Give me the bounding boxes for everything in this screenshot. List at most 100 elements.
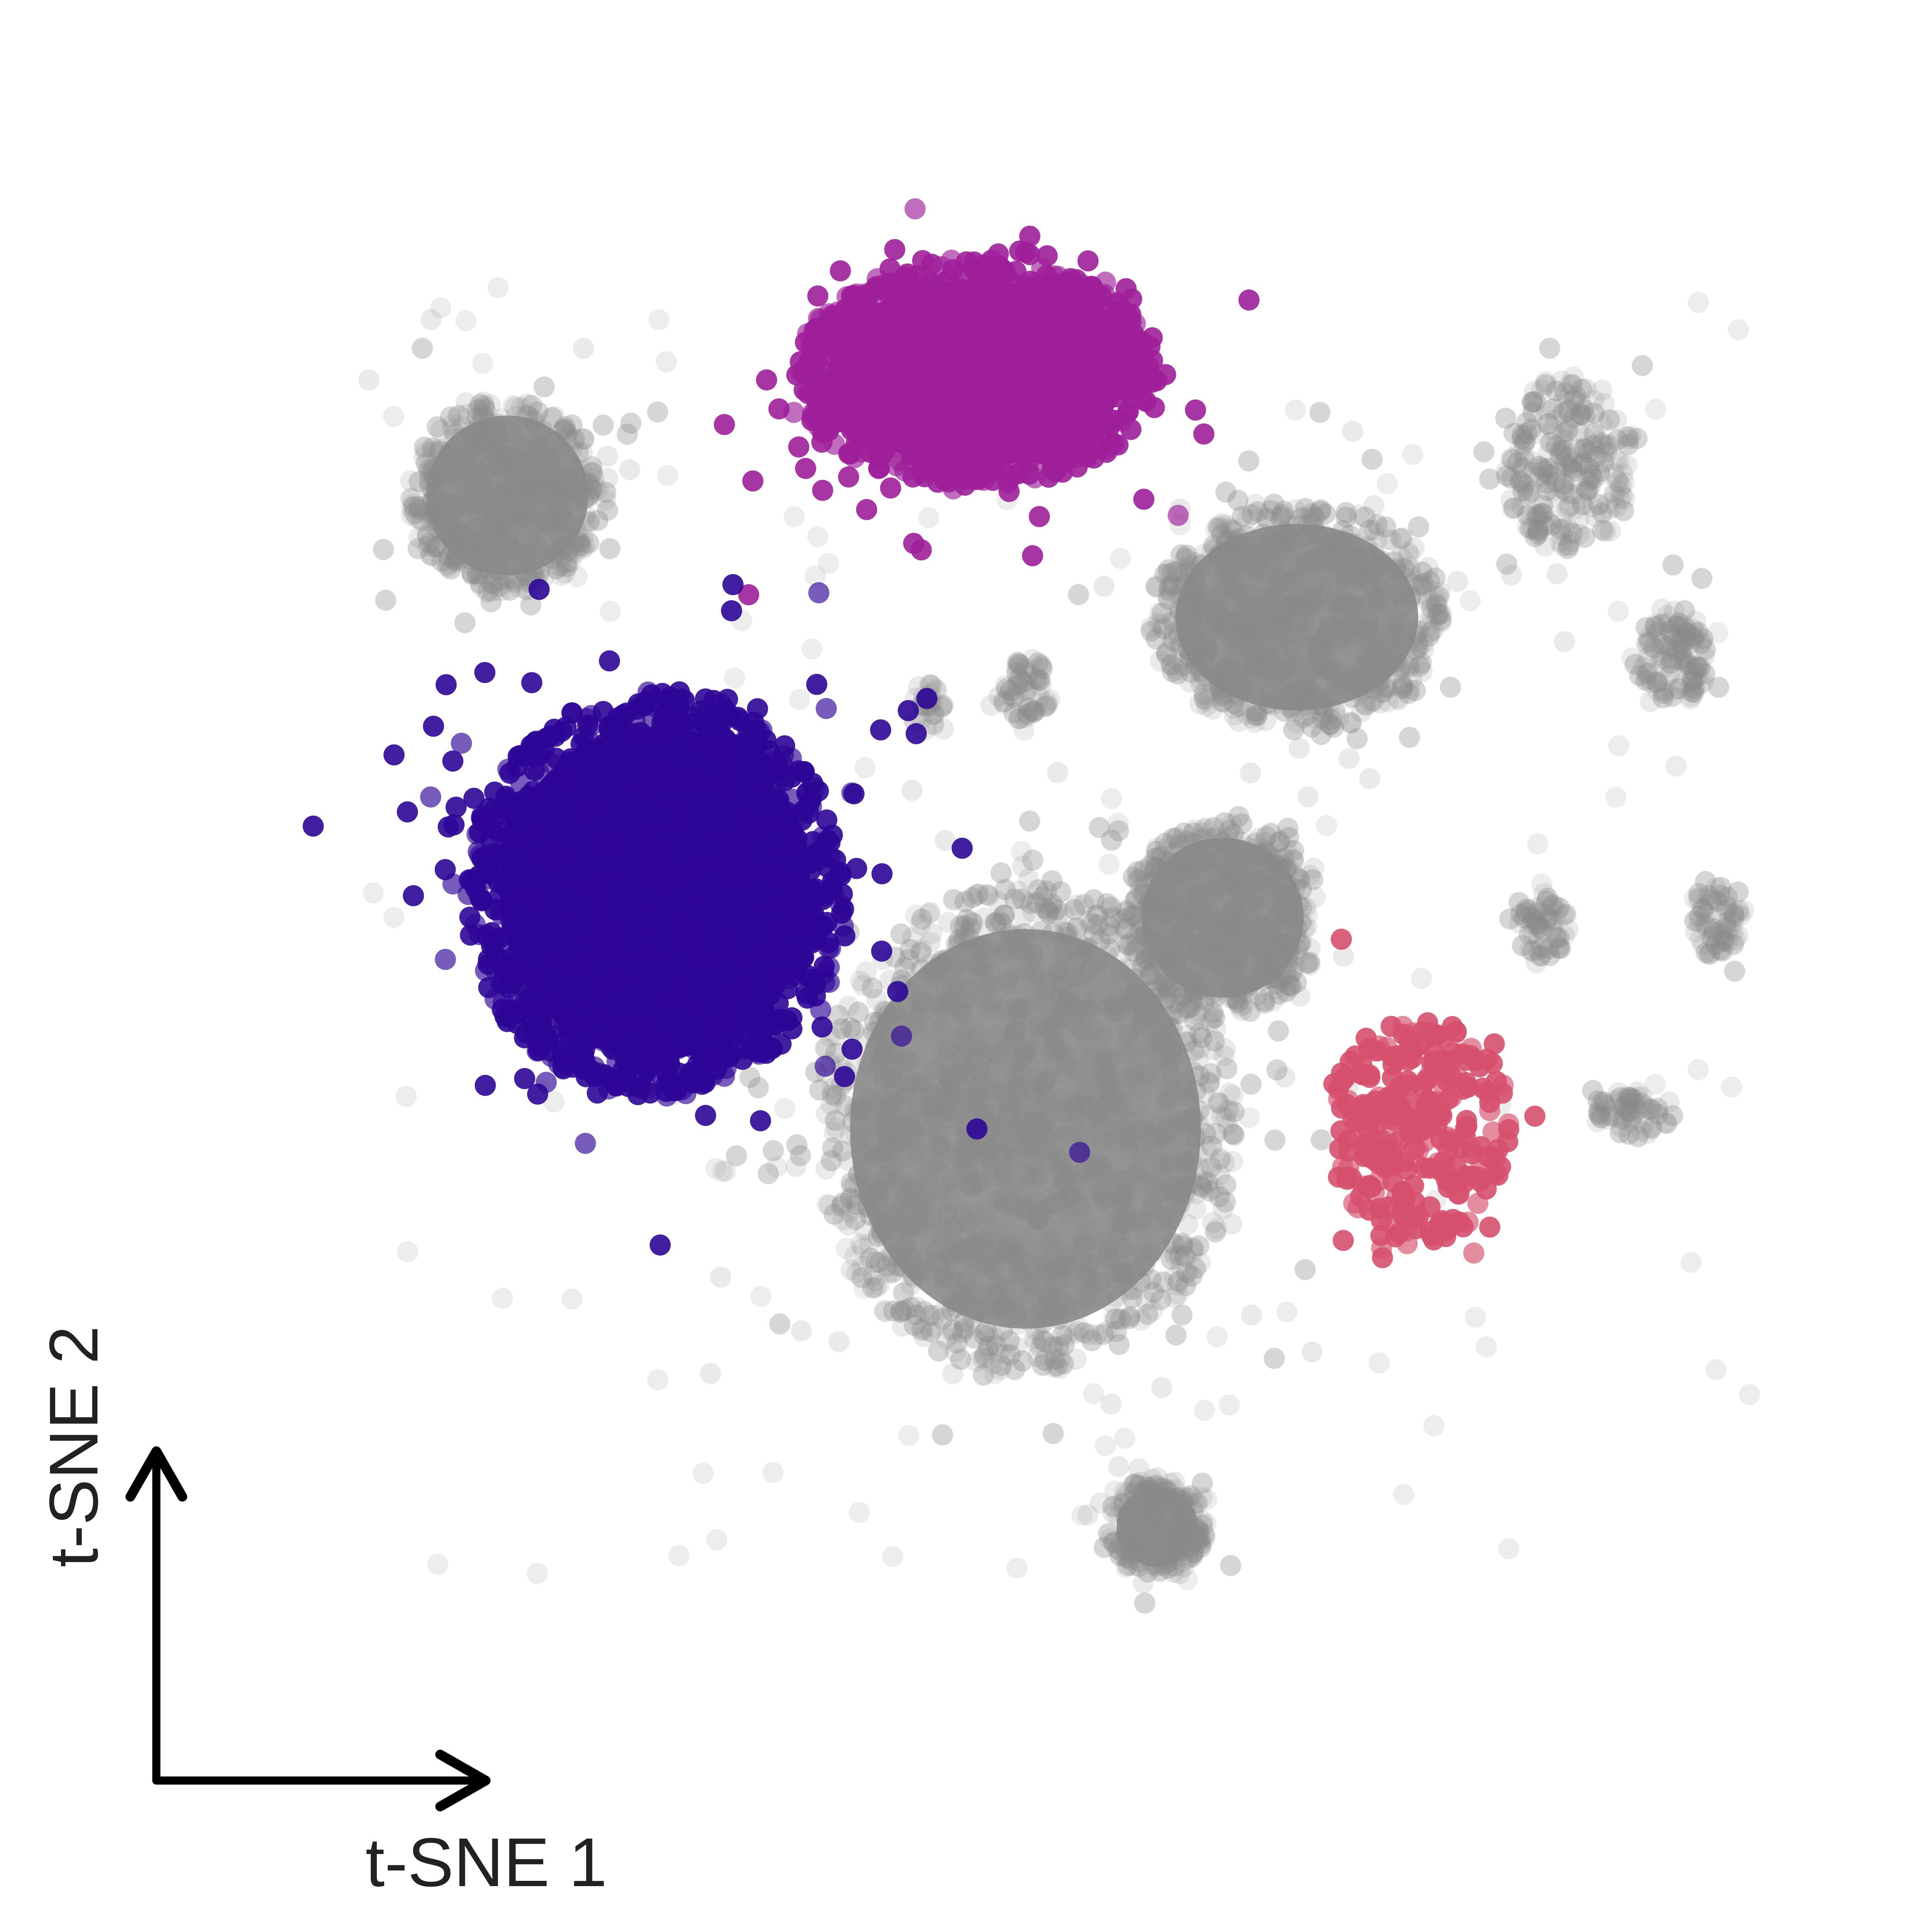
data-point: [375, 590, 396, 611]
background-point: [1527, 833, 1548, 855]
data-point: [1035, 1129, 1057, 1150]
data-point: [839, 1124, 861, 1145]
data-point: [470, 563, 492, 585]
data-point: [1663, 625, 1684, 646]
data-point: [1176, 1031, 1197, 1052]
data-point: [442, 497, 463, 519]
data-point: [556, 539, 577, 561]
data-point: [487, 428, 509, 449]
background-point: [1110, 548, 1131, 569]
data-point: [1134, 1593, 1156, 1614]
data-point: [739, 1067, 761, 1088]
background-point: [789, 689, 810, 710]
data-point: [422, 490, 444, 511]
data-point: [456, 470, 478, 491]
data-point: [1092, 960, 1114, 981]
data-point: [859, 1233, 880, 1254]
background-point: [711, 1160, 733, 1182]
data-point: [517, 494, 538, 515]
data-point: [1278, 937, 1300, 959]
data-point: [1057, 949, 1079, 970]
data-point: [513, 473, 534, 494]
data-point: [583, 468, 605, 489]
background-point: [1721, 1076, 1743, 1098]
data-point: [480, 573, 502, 594]
data-point: [540, 539, 561, 560]
data-point: [467, 413, 489, 435]
data-point: [481, 542, 503, 564]
data-point: [558, 540, 580, 562]
data-point: [573, 472, 595, 493]
data-point: [543, 431, 564, 453]
data-point: [573, 338, 595, 359]
data-point: [1117, 1279, 1138, 1301]
data-point: [424, 458, 446, 480]
data-point: [567, 441, 589, 463]
data-point: [1042, 1423, 1064, 1444]
data-point: [1394, 657, 1415, 678]
data-point: [954, 1020, 975, 1042]
data-point: [524, 484, 546, 506]
data-point: [506, 564, 527, 585]
data-point: [832, 1209, 854, 1231]
background-point: [1115, 1557, 1137, 1578]
data-point: [415, 452, 437, 474]
data-point: [557, 469, 579, 491]
background-point: [561, 1288, 583, 1310]
data-point: [472, 404, 493, 425]
data-point: [1127, 861, 1148, 882]
background-point: [487, 277, 509, 298]
data-point: [551, 536, 572, 558]
data-point: [841, 1172, 862, 1193]
background-point: [783, 506, 805, 527]
data-point: [467, 564, 488, 585]
data-point: [543, 543, 565, 564]
data-point: [526, 471, 548, 493]
data-point: [812, 480, 833, 501]
data-point: [485, 417, 507, 438]
data-point: [526, 539, 547, 560]
data-point: [560, 534, 582, 555]
background-point: [1418, 616, 1439, 638]
data-point: [562, 439, 583, 460]
data-point: [422, 546, 443, 567]
data-point: [1371, 670, 1392, 692]
data-point: [444, 523, 465, 544]
data-point: [550, 442, 571, 463]
data-point: [1167, 1284, 1189, 1305]
data-point: [463, 531, 484, 552]
background-point: [1377, 473, 1398, 495]
data-point: [768, 398, 790, 419]
data-point: [549, 470, 571, 492]
data-point: [939, 1072, 960, 1094]
data-point: [1034, 1200, 1056, 1222]
data-point: [456, 552, 477, 574]
data-point: [464, 454, 486, 475]
data-point: [512, 500, 534, 521]
data-point: [1359, 768, 1380, 789]
data-point: [973, 1203, 994, 1225]
data-point: [895, 1199, 916, 1221]
data-point: [561, 414, 583, 436]
background-point: [882, 1546, 904, 1567]
data-point: [1361, 449, 1383, 470]
data-point: [437, 555, 458, 576]
data-point: [756, 369, 777, 391]
data-point: [1662, 554, 1684, 576]
data-point: [434, 493, 456, 514]
data-point: [1015, 963, 1036, 984]
data-point: [1022, 849, 1043, 871]
data-point: [421, 491, 443, 512]
data-point: [495, 476, 517, 498]
data-point: [1270, 616, 1292, 638]
data-point: [473, 434, 495, 456]
data-point: [1176, 638, 1198, 660]
data-point: [538, 508, 559, 529]
data-point: [419, 465, 441, 486]
data-point: [504, 571, 525, 593]
background-point: [724, 667, 745, 689]
data-point: [554, 534, 575, 556]
data-point: [445, 546, 467, 567]
data-point: [1297, 621, 1319, 642]
data-point: [1240, 1074, 1262, 1095]
